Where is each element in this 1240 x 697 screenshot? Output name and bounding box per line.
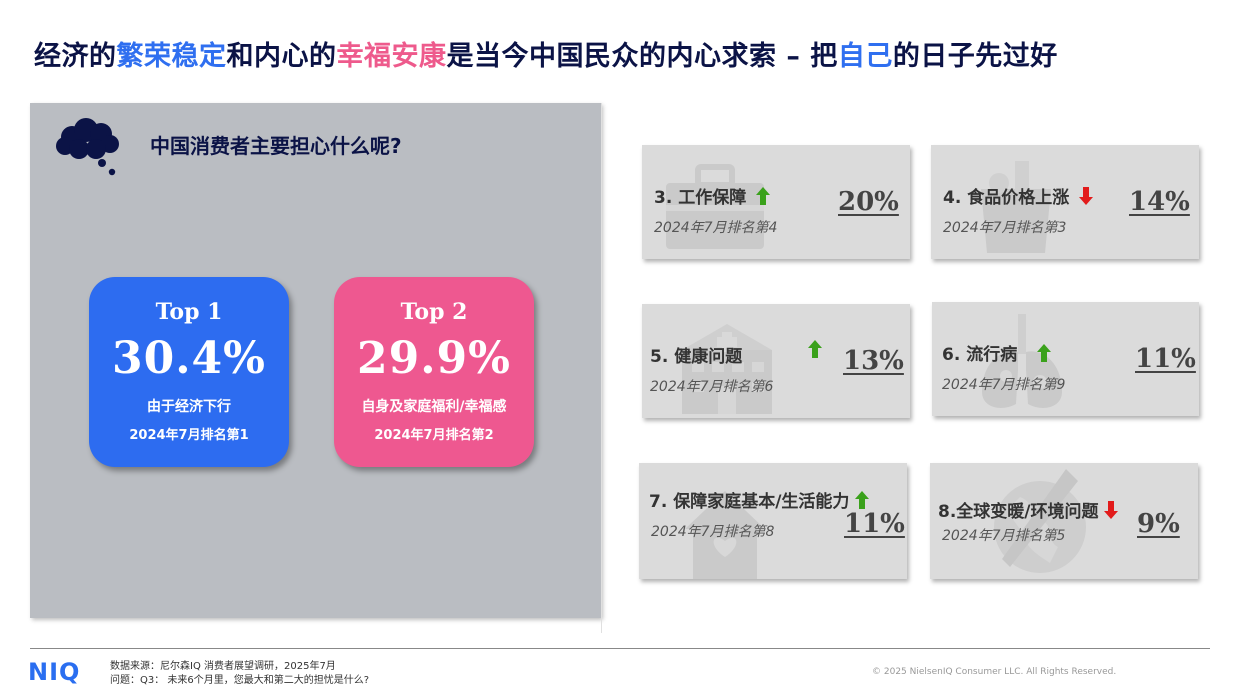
title-part-4: 的日子先过好	[892, 41, 1058, 72]
grocery-bag-icon	[981, 161, 1051, 253]
virus-icon	[982, 314, 1062, 408]
concern-prev-rank: 2024年7月排名第9	[942, 377, 1066, 393]
concern-percent: 13%	[843, 346, 904, 376]
footer-divider	[30, 648, 1210, 649]
concern-card-epidemic: 6. 流行病 2024年7月排名第9 11%	[932, 302, 1199, 416]
title-part-2: 和内心的	[226, 41, 337, 72]
survey-question: 问题：Q3： 未来6个月里，您最大和第二大的担忧是什么?	[110, 675, 370, 686]
top-1-card: Top 1 30.4% 由于经济下行 2024年7月排名第1	[89, 277, 289, 467]
concern-prev-rank: 2024年7月排名第6	[650, 379, 774, 395]
copyright: © 2025 NielsenIQ Consumer LLC. All Right…	[872, 667, 1117, 677]
title-highlight-prosperity: 繁荣稳定	[116, 41, 227, 72]
top-2-percent: 29.9%	[357, 333, 511, 384]
top-2-reason: 自身及家庭福利/幸福感	[361, 399, 507, 415]
divider	[601, 103, 602, 633]
briefcase-icon	[666, 164, 764, 249]
concern-percent: 14%	[1129, 187, 1190, 217]
niq-logo: NIQ	[28, 658, 81, 686]
up-arrow-icon	[855, 491, 870, 509]
up-arrow-icon	[756, 187, 771, 205]
concern-label: 3. 工作保障	[654, 188, 747, 208]
concern-prev-rank: 2024年7月排名第5	[942, 528, 1066, 544]
concern-label: 4. 食品价格上涨	[943, 188, 1070, 208]
concern-card-food-prices: 4. 食品价格上涨 2024年7月排名第3 14%	[931, 145, 1199, 259]
top-2-card: Top 2 29.9% 自身及家庭福利/幸福感 2024年7月排名第2	[334, 277, 534, 467]
hospital-icon	[682, 324, 772, 414]
concern-card-job-security: 3. 工作保障 2024年7月排名第4 20%	[642, 145, 910, 259]
concern-label: 8.全球变暖/环境问题	[938, 502, 1099, 522]
up-arrow-icon	[1037, 344, 1052, 362]
top-1-rank: Top 1	[155, 299, 223, 325]
up-arrow-icon	[808, 340, 822, 358]
concern-card-health: 5. 健康问题 2024年7月排名第6 13%	[642, 304, 910, 418]
concern-percent: 11%	[1135, 344, 1196, 374]
concern-percent: 11%	[844, 509, 905, 539]
concern-label: 7. 保障家庭基本/生活能力	[649, 492, 850, 512]
title-part-1: 经济的	[34, 41, 117, 72]
top-2-rank-date: 2024年7月排名第2	[374, 428, 494, 443]
title-highlight-self: 自己	[837, 41, 893, 72]
top-1-reason: 由于经济下行	[147, 399, 231, 415]
down-arrow-icon	[1079, 187, 1094, 205]
title-highlight-wellbeing: 幸福安康	[336, 41, 447, 72]
page-title: 经济的繁荣稳定和内心的幸福安康是当今中国民众的内心求索 – 把自己的日子先过好	[34, 34, 1214, 73]
concern-prev-rank: 2024年7月排名第8	[651, 524, 775, 540]
house-icon	[685, 491, 765, 579]
top-1-rank-date: 2024年7月排名第1	[129, 428, 249, 443]
concern-label: 6. 流行病	[942, 345, 1018, 365]
concern-card-family-living: 7. 保障家庭基本/生活能力 2024年7月排名第8 11%	[639, 463, 907, 579]
data-source: 数据来源：尼尔森IQ 消费者展望调研，2025年7月	[110, 661, 336, 672]
title-part-3: 是当今中国民众的内心求索 – 把	[446, 41, 838, 72]
source-note: 数据来源：尼尔森IQ 消费者展望调研，2025年7月 问题：Q3： 未来6个月里…	[110, 660, 369, 688]
concern-percent: 9%	[1137, 509, 1180, 539]
panel-question: 中国消费者主要担心什么呢?	[150, 134, 402, 158]
top-2-rank: Top 2	[400, 299, 468, 325]
concern-card-global-warming: 8.全球变暖/环境问题 2024年7月排名第5 9%	[930, 463, 1198, 579]
concern-prev-rank: 2024年7月排名第3	[943, 220, 1067, 236]
concern-percent: 20%	[838, 187, 899, 217]
concern-prev-rank: 2024年7月排名第4	[654, 220, 778, 236]
concern-label: 5. 健康问题	[650, 347, 743, 367]
down-arrow-icon	[1104, 501, 1119, 519]
thought-cloud-icon	[56, 118, 119, 176]
top-1-percent: 30.4%	[112, 333, 266, 384]
globe-icon	[994, 469, 1086, 573]
